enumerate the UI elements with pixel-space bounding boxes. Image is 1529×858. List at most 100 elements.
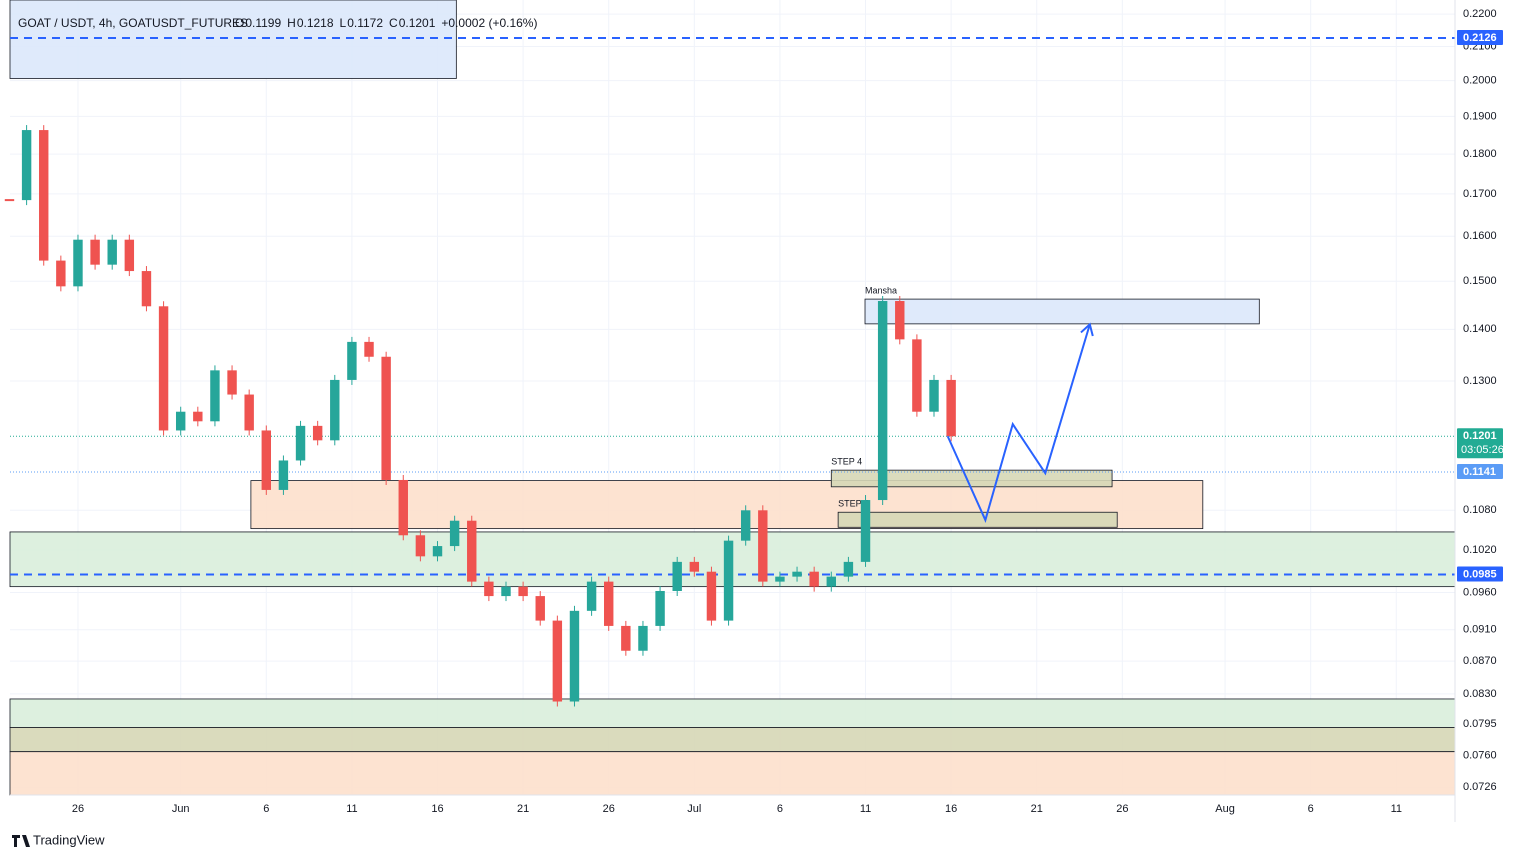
candle (843, 561, 854, 577)
ohlc: O 0.1199 H 0.1218 L 0.1172 C 0.1201 +0.0002 (+0.… (235, 16, 537, 30)
candle (73, 239, 83, 287)
x-tick-label: 21 (1031, 803, 1043, 815)
x-tick-label: Jul (687, 803, 701, 815)
price-tag (1457, 463, 1503, 479)
zone (9, 698, 1456, 728)
x-tick-label: 21 (517, 803, 529, 815)
candle (193, 411, 203, 422)
candle (758, 510, 768, 582)
candle (535, 596, 545, 621)
candle (312, 425, 323, 441)
y-tick-label: 0.1900 (1463, 110, 1497, 122)
candle (484, 581, 494, 597)
candle (723, 540, 734, 621)
ohlc-value: 0.1218 (297, 16, 334, 30)
candle (809, 571, 819, 587)
candle (90, 239, 100, 265)
zone-label: Mansha (865, 285, 897, 295)
candle (398, 479, 408, 536)
candle (244, 394, 254, 431)
zone (9, 751, 1456, 796)
candle (569, 610, 580, 702)
y-tick-label: 0.1800 (1463, 148, 1497, 160)
candle (826, 576, 836, 587)
candle (124, 239, 135, 272)
candle (706, 571, 717, 621)
x-tick-label: 16 (431, 803, 443, 815)
candle (56, 260, 66, 287)
price-axis (1455, 0, 1529, 822)
price-tag-label: 0.0985 (1463, 568, 1497, 580)
projection (946, 324, 1091, 523)
candle (210, 370, 220, 422)
x-tick-label: 11 (1391, 803, 1402, 815)
ohlc-value: 0.1199 (245, 16, 281, 30)
zone (9, 0, 457, 79)
price-tag (1457, 29, 1503, 45)
candle (895, 301, 905, 340)
candle (158, 306, 169, 431)
candle (449, 520, 460, 547)
change: +0.0002 (+0.16%) (441, 16, 537, 30)
candle (261, 430, 272, 490)
candle (347, 341, 357, 380)
candle (295, 425, 306, 461)
candle (912, 339, 922, 412)
y-tick-label: 0.0760 (1463, 749, 1497, 761)
candle (792, 571, 802, 577)
candle (39, 130, 49, 261)
y-tick-label: 0.1700 (1463, 188, 1497, 200)
x-tick-label: 11 (346, 803, 357, 815)
x-tick-label: 26 (72, 803, 84, 815)
x-tick-label: Jun (172, 803, 190, 815)
x-tick-label: 6 (777, 803, 783, 815)
candle (586, 581, 597, 611)
x-tick-label: 11 (860, 803, 871, 815)
projection-arrow (1080, 322, 1094, 337)
countdown: 03:05:26 (1461, 444, 1504, 456)
x-tick-label: Aug (1215, 803, 1235, 815)
candle (107, 239, 117, 265)
price-tag-label: 0.1201 (1463, 430, 1497, 442)
candle (432, 546, 443, 557)
y-tick-label: 0.0795 (1463, 718, 1497, 730)
y-tick-label: 0.0910 (1463, 624, 1497, 636)
y-tick-label: 0.1600 (1463, 230, 1497, 242)
candle (21, 130, 32, 201)
zone (9, 727, 1456, 753)
candle (604, 581, 614, 626)
candle (467, 520, 477, 582)
y-tick-label: 0.2200 (1463, 8, 1497, 20)
y-tick-label: 0.1300 (1463, 375, 1497, 387)
ohlc-label: O (235, 16, 244, 30)
candle (946, 379, 956, 437)
zone (837, 511, 1118, 528)
candle (175, 411, 186, 431)
axes: 0.22000.21000.20000.19000.18000.17000.16… (72, 8, 1504, 815)
logo-icon (12, 835, 30, 847)
x-tick-label: 6 (263, 803, 269, 815)
candle (501, 586, 511, 597)
x-tick-label: 6 (1308, 803, 1314, 815)
candle (877, 301, 888, 501)
candle (740, 510, 751, 541)
ohlc-label: H (287, 16, 296, 30)
price-tag (1457, 428, 1503, 459)
candle (929, 379, 939, 412)
candle (364, 341, 374, 357)
x-tick-label: 16 (945, 803, 957, 815)
zone (830, 469, 1113, 488)
candle (860, 500, 871, 562)
candle (227, 370, 237, 395)
candle (381, 356, 391, 480)
x-tick-label: 26 (1116, 803, 1128, 815)
price-tag-label: 0.1141 (1463, 466, 1496, 478)
candle (775, 576, 785, 582)
y-tick-label: 0.1020 (1463, 544, 1497, 556)
candle (415, 535, 426, 557)
candle (672, 561, 682, 591)
ohlc-label: L (340, 16, 347, 30)
ohlc-label: C (389, 16, 398, 30)
y-tick-label: 0.2000 (1463, 74, 1497, 86)
